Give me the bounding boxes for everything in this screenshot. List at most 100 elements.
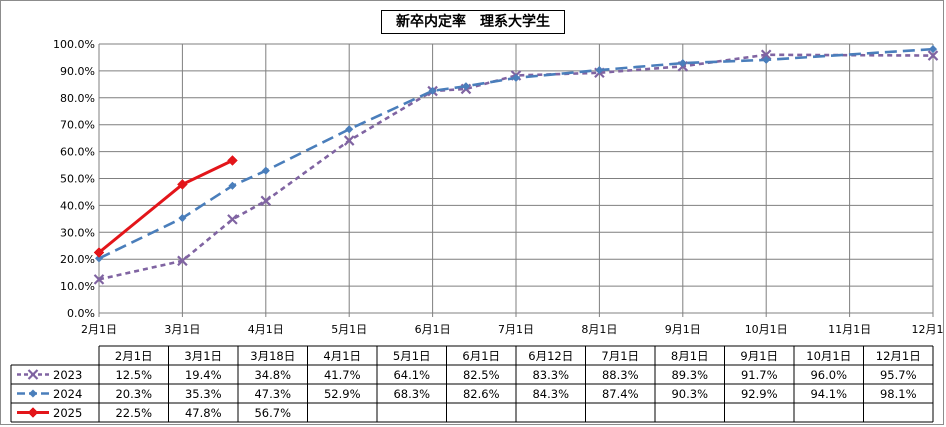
y-tick-label: 30.0% — [60, 226, 95, 239]
data-point-2025 — [93, 247, 105, 258]
table-value-2024: 20.3% — [115, 387, 152, 401]
table-value-2024: 92.9% — [741, 387, 778, 401]
legend-label-2023: 2023 — [53, 368, 82, 382]
legend-label-2025: 2025 — [53, 406, 82, 420]
table-value-2025: 56.7% — [254, 406, 291, 420]
y-tick-label: 10.0% — [60, 280, 95, 293]
x-tick-label: 3月1日 — [164, 323, 200, 336]
table-header-cell: 4月1日 — [323, 349, 361, 363]
data-point-2023 — [177, 255, 188, 267]
y-tick-label: 90.0% — [60, 65, 95, 78]
table-header-cell: 7月1日 — [601, 349, 639, 363]
series-lines — [93, 44, 939, 285]
y-tick-label: 100.0% — [53, 38, 95, 51]
x-tick-label: 2月1日 — [81, 323, 117, 336]
table-header-cell: 5月1日 — [393, 349, 431, 363]
table-header-cell: 10月1日 — [806, 349, 851, 363]
table-header-cell: 3月1日 — [184, 349, 222, 363]
data-point-2024 — [595, 65, 604, 75]
table-header-cell: 12月1日 — [876, 349, 921, 363]
table-header-cell: 9月1日 — [740, 349, 778, 363]
y-tick-label: 40.0% — [60, 199, 95, 212]
data-point-2025 — [27, 407, 39, 418]
table-value-2023: 19.4% — [185, 368, 222, 382]
data-point-2024 — [94, 254, 104, 263]
table-value-2024: 94.1% — [810, 387, 847, 401]
data-point-2023 — [260, 195, 272, 207]
data-point-2023 — [93, 274, 105, 285]
y-tick-label: 50.0% — [60, 173, 95, 186]
x-tick-label: 12月1日 — [912, 323, 946, 336]
data-table: 2月1日 3月1日 3月18日 4月1日 5月1日 6月1日 6月12日 7月1日 8月1日 9月… — [10, 345, 934, 423]
series-line-2024 — [98, 47, 934, 260]
y-tick-label: 60.0% — [60, 146, 95, 159]
x-tick-label: 9月1日 — [665, 323, 701, 336]
chart-title: 新卒内定率 理系大学生 — [381, 10, 565, 34]
data-point-2023 — [27, 369, 39, 380]
x-tick-label: 6月1日 — [415, 323, 451, 336]
x-tick-label: 8月1日 — [581, 323, 617, 336]
table-value-2023: 82.5% — [463, 368, 500, 382]
table-value-2023: 91.7% — [741, 368, 778, 382]
series-line-2025 — [98, 159, 234, 254]
series-line-2023 — [98, 53, 934, 281]
x-tick-label: 10月1日 — [745, 323, 788, 336]
data-point-2023 — [227, 214, 238, 225]
y-tick-label: 20.0% — [60, 253, 95, 266]
data-point-2024 — [511, 73, 521, 83]
data-point-2024 — [678, 58, 687, 68]
data-point-2024 — [345, 125, 354, 134]
table-value-2023: 88.3% — [602, 368, 639, 382]
table-value-2023: 34.8% — [254, 368, 291, 382]
x-tick-label: 4月1日 — [248, 323, 284, 336]
table-value-2023: 64.1% — [393, 368, 430, 382]
table-value-2023: 95.7% — [880, 368, 917, 382]
data-point-2025 — [227, 155, 238, 166]
table-value-2023: 41.7% — [324, 368, 361, 382]
table-value-2024: 84.3% — [532, 387, 569, 401]
data-point-2024 — [178, 213, 187, 223]
table-value-2024: 68.3% — [393, 387, 430, 401]
data-point-2024 — [762, 55, 771, 65]
y-tick-label: 80.0% — [60, 92, 95, 105]
data-point-2024 — [228, 181, 237, 190]
y-tick-label: 0.0% — [67, 307, 95, 320]
data-point-2024 — [928, 44, 938, 54]
data-point-2023 — [760, 49, 772, 61]
x-tick-label: 11月1日 — [828, 323, 871, 336]
data-point-2025 — [177, 179, 188, 190]
table-value-2023: 12.5% — [115, 368, 152, 382]
table-value-2024: 90.3% — [671, 387, 708, 401]
table-value-2024: 87.4% — [602, 387, 639, 401]
data-point-2024 — [428, 86, 437, 95]
table-value-2024: 98.1% — [880, 387, 917, 401]
data-point-2024 — [261, 166, 270, 175]
x-tick-label: 5月1日 — [331, 323, 367, 336]
data-point-2024 — [461, 82, 471, 91]
legend-label-2024: 2024 — [53, 387, 82, 401]
table-value-2025: 22.5% — [115, 406, 152, 420]
table-value-2025: 47.8% — [185, 406, 222, 420]
table-header-cell: 6月1日 — [462, 349, 500, 363]
table-value-2024: 35.3% — [185, 387, 222, 401]
table-header-cell: 6月12日 — [528, 349, 573, 363]
data-point-2024 — [28, 389, 38, 398]
table-value-2023: 89.3% — [671, 368, 708, 382]
gridlines — [98, 43, 934, 314]
y-axis: 0.0% 10.0% 20.0% 30.0% 40.0% 50.0% 60.0% 70.0% 8… — [53, 38, 100, 320]
table-header-cell: 2月1日 — [115, 349, 153, 363]
x-tick-label: 7月1日 — [498, 323, 534, 336]
table-value-2024: 47.3% — [254, 387, 291, 401]
table-header-cell: 8月1日 — [671, 349, 709, 363]
table-value-2023: 83.3% — [532, 368, 569, 382]
data-point-2023 — [927, 50, 939, 61]
y-tick-label: 70.0% — [60, 119, 95, 132]
data-point-2023 — [343, 135, 355, 146]
table-value-2024: 52.9% — [324, 387, 361, 401]
table-value-2024: 82.6% — [463, 387, 500, 401]
table-header-cell: 3月18日 — [250, 349, 295, 363]
x-axis: 2月1日 3月1日 4月1日 5月1日 6月1日 7月1日 8月1日 9月1日 10月1日 11月… — [81, 313, 945, 336]
table-value-2023: 96.0% — [810, 368, 847, 382]
